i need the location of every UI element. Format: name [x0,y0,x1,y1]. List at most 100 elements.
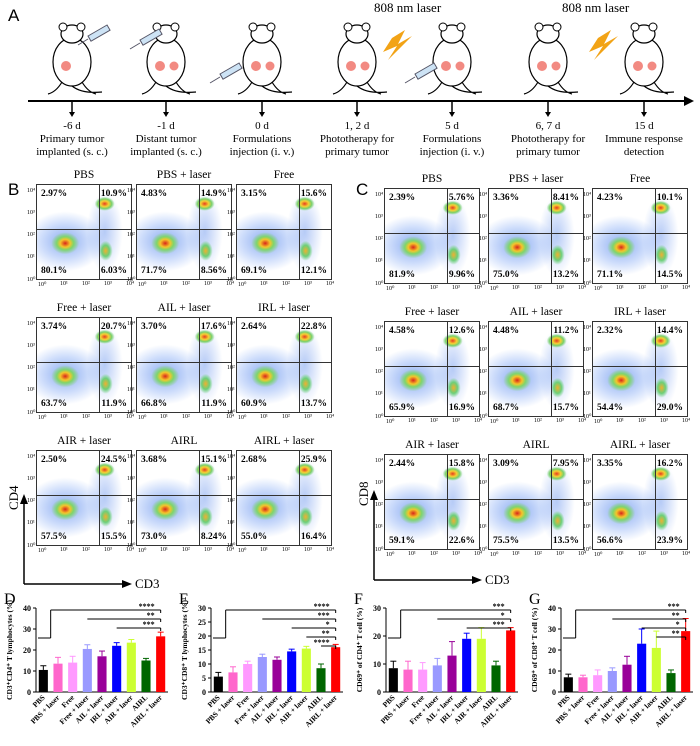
x-tick-label: 10⁰ [490,552,499,558]
quadrant-ll: 81.9% [389,270,416,280]
flow-plot-title: AIL + laser [509,306,563,318]
y-tick-label: 10² [227,365,235,371]
timeline-day: 15 d [634,120,654,132]
axis-arrows-svg [20,490,482,588]
quadrant-ul: 4.23% [597,193,624,203]
axis-title-cd3-c: CD3 [485,572,510,587]
x-tick-label: 10² [534,418,542,424]
y-tick-label: 10³ [479,480,487,486]
bar [666,673,676,692]
quadrant-ur: 10.9% [100,189,127,199]
timeline-day: 5 d [445,120,459,132]
x-tick-label: 10³ [452,285,460,291]
x-tick-label: 10¹ [160,547,168,553]
sig-label: * [676,620,680,629]
quadrant-lr: 16.9% [448,403,475,413]
bar [228,672,238,692]
quadrant-lr: 6.03% [100,266,127,276]
flow-plot-title: PBS + laser [508,173,564,185]
quadrant-ul: 3.15% [241,189,268,199]
x-tick-label: 10³ [104,547,112,553]
y-tick-label: 10¹ [127,520,135,526]
x-tick-label: 10⁰ [386,286,395,292]
x-tick-label: 10² [82,414,90,420]
y-tick-label: 0 [27,688,31,697]
panel-letter-c: C [356,180,369,199]
y-tick-label: 0 [377,688,381,697]
y-tick-label: 10⁰ [127,277,136,283]
sig-label: *** [143,620,155,629]
y-tick-label: 10⁴ [227,321,236,327]
quadrant-lr: 15.7% [552,403,579,413]
y-tick-label: 20 [198,632,206,641]
timeline-step: 5 d Formulations injection (i. v.) [397,120,507,159]
bar [38,669,48,692]
x-tick-label: 10⁰ [38,282,47,288]
quadrant-ll: 75.5% [493,536,520,546]
x-tick-label: 10⁰ [38,415,47,421]
bar [593,675,603,692]
bar [607,671,617,692]
x-tick-label: 10² [534,551,542,557]
x-tick-label: 10³ [660,418,668,424]
y-tick-label: 10⁴ [375,192,384,198]
y-tick-label: 10³ [479,214,487,220]
quadrant-ur: 16.2% [656,459,683,469]
timeline-step: -6 d Primary tumor implanted (s. c.) [17,120,127,159]
flow-plot: 3.35% 16.2% 56.6% 23.9% [592,454,688,550]
x-tick-label: 10⁴ [126,414,135,420]
x-tick-label: 10² [430,285,438,291]
y-tick-label: 15 [198,646,206,655]
quadrant-ll: 54.4% [597,403,624,413]
y-tick-label: 10⁰ [27,277,36,283]
y-axis-title: CD3⁺CD8⁺ T lymphocytes (%) [180,600,189,700]
mouse-icon [523,22,579,95]
x-tick-label: 10² [82,281,90,287]
quadrant-ur: 7.95% [552,459,579,469]
syringe-icon [129,28,163,50]
flow-plot: 3.74% 20.7% 63.7% 11.9% [36,317,132,413]
timeline-desc-1: Formulations [232,133,292,145]
bar [578,677,588,692]
x-tick-label: 10⁴ [326,547,335,553]
x-tick-label: 10¹ [260,414,268,420]
timeline-day: -1 d [157,120,175,132]
x-tick-label: 10⁰ [238,548,247,554]
bar [287,651,297,692]
y-tick-label: 10⁴ [479,325,488,331]
x-tick-label: 10⁴ [474,551,483,557]
quadrant-ur: 11.2% [553,326,579,336]
quadrant-ll: 71.7% [141,266,168,276]
quadrant-ll: 68.7% [493,403,520,413]
y-tick-label: 20 [373,632,381,641]
quadrant-ur: 8.41% [552,193,579,203]
bar [651,647,661,692]
flow-plot: 2.97% 10.9% 80.1% 6.03% [36,184,132,280]
y-tick-label: 10⁴ [479,192,488,198]
quadrant-ul: 4.83% [141,189,168,199]
x-tick-label: 10² [82,547,90,553]
bar [156,636,166,692]
x-tick-label: 10² [534,285,542,291]
quadrant-lr: 8.56% [200,266,227,276]
x-tick-label: 10⁰ [594,552,603,558]
y-tick-label: 10¹ [375,524,383,530]
y-tick-label: 10¹ [227,387,235,393]
quadrant-ur: 5.76% [448,193,475,203]
bar [637,643,647,692]
bar [681,631,691,692]
y-tick-label: 10¹ [27,520,35,526]
quadrant-ul: 2.64% [241,322,268,332]
y-tick-label: 10² [227,498,235,504]
flow-plot: 4.23% 10.1% 71.1% 14.5% [592,188,688,284]
y-axis-title: CD69⁺ of CD4⁺ T cell (%) [355,607,364,692]
flow-plot-title: AIL + laser [157,302,211,314]
y-tick-label: 10⁴ [583,192,592,198]
timeline-desc-2: implanted (s. c.) [130,146,202,158]
y-tick-label: 10⁴ [27,321,36,327]
y-tick-label: 10¹ [227,520,235,526]
quadrant-ll: 73.0% [141,532,168,542]
x-tick-label: 10³ [304,281,312,287]
x-tick-label: 10³ [660,551,668,557]
quadrant-lr: 11.9% [201,399,227,409]
